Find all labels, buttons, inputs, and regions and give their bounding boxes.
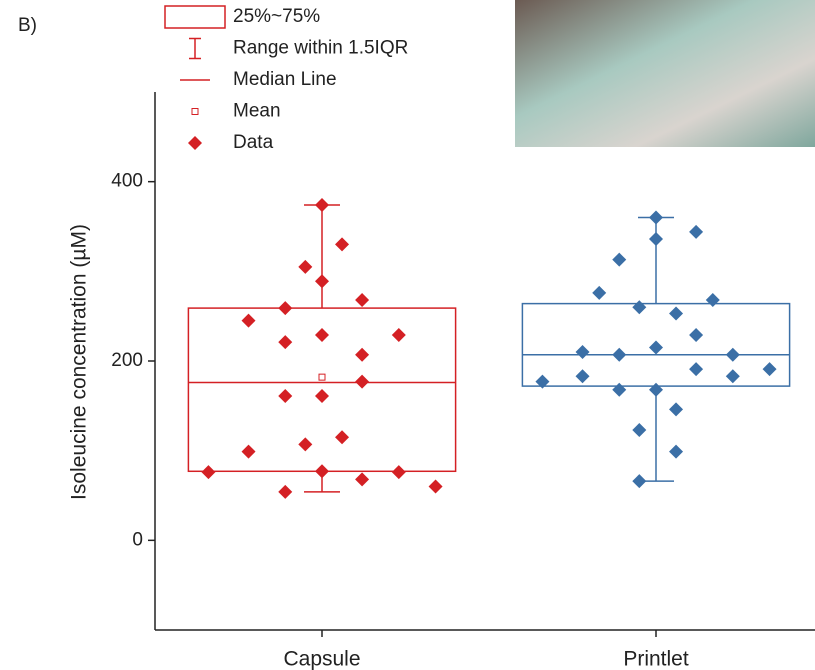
legend-label: Range within 1.5IQR: [233, 38, 408, 59]
data-point: [649, 211, 663, 225]
legend-label: 25%~75%: [233, 6, 320, 27]
data-point: [689, 362, 703, 376]
y-tick-label: 400: [111, 171, 143, 192]
data-point: [726, 348, 740, 362]
legend-label: Mean: [233, 101, 281, 122]
data-point: [612, 253, 626, 267]
data-point: [278, 335, 292, 349]
data-point: [355, 293, 369, 307]
data-point: [669, 402, 683, 416]
data-point: [392, 328, 406, 342]
data-point: [315, 328, 329, 342]
data-point: [335, 430, 349, 444]
data-point: [763, 362, 777, 376]
data-point: [298, 260, 312, 274]
data-point: [669, 306, 683, 320]
legend-label: Data: [233, 132, 274, 153]
data-point: [315, 464, 329, 478]
data-point: [576, 345, 590, 359]
data-point: [392, 465, 406, 479]
data-point: [632, 474, 646, 488]
data-point: [335, 237, 349, 251]
data-point: [315, 389, 329, 403]
data-point: [576, 369, 590, 383]
data-point: [592, 286, 606, 300]
data-point: [649, 341, 663, 355]
data-point: [355, 472, 369, 486]
y-tick-label: 200: [111, 350, 143, 371]
data-point: [612, 348, 626, 362]
data-point: [242, 445, 256, 459]
x-tick-label: Printlet: [623, 648, 689, 670]
data-point: [278, 301, 292, 315]
panel-label: B): [18, 15, 37, 36]
mean-marker: [319, 374, 325, 380]
data-point: [689, 225, 703, 239]
x-tick-label: Capsule: [283, 648, 360, 670]
data-point: [355, 348, 369, 362]
legend-label: Median Line: [233, 69, 337, 90]
data-point: [278, 389, 292, 403]
photo: [515, 0, 815, 147]
data-point: [315, 198, 329, 212]
data-point: [706, 293, 720, 307]
data-point: [278, 485, 292, 499]
data-point: [429, 480, 443, 494]
data-point: [649, 232, 663, 246]
data-point: [315, 274, 329, 288]
legend-box: [165, 6, 225, 28]
data-point: [726, 369, 740, 383]
data-point: [612, 383, 626, 397]
y-axis-label: Isoleucine concentration (µM): [68, 224, 91, 500]
data-point: [355, 375, 369, 389]
data-point: [689, 328, 703, 342]
chart: B) Isoleucine concentration (µM) 0 200 400…: [0, 0, 815, 670]
data-point: [669, 445, 683, 459]
data-point: [201, 465, 215, 479]
data-point: [632, 423, 646, 437]
data-point: [649, 383, 663, 397]
data-point: [632, 300, 646, 314]
legend-mean: [192, 109, 198, 115]
data-point: [242, 314, 256, 328]
legend-data: [188, 136, 202, 150]
y-tick-label: 0: [132, 529, 143, 550]
data-point: [298, 437, 312, 451]
